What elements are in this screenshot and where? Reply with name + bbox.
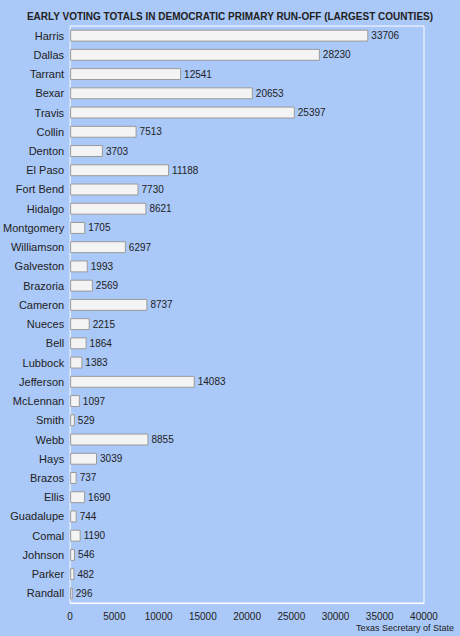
svg-text:Travis: Travis — [35, 107, 65, 119]
svg-text:Collin: Collin — [37, 126, 65, 138]
svg-text:Cameron: Cameron — [19, 299, 64, 311]
svg-text:Williamson: Williamson — [11, 241, 64, 253]
svg-text:40000: 40000 — [410, 611, 438, 622]
svg-text:529: 529 — [78, 415, 95, 426]
svg-text:2569: 2569 — [96, 280, 119, 291]
svg-text:Guadalupe: Guadalupe — [10, 510, 64, 522]
svg-text:482: 482 — [77, 569, 94, 580]
svg-text:Jefferson: Jefferson — [19, 376, 64, 388]
svg-text:Smith: Smith — [36, 414, 64, 426]
svg-text:Dallas: Dallas — [34, 49, 65, 61]
svg-text:1705: 1705 — [88, 222, 111, 233]
svg-text:Montgomery: Montgomery — [3, 222, 65, 234]
svg-text:12541: 12541 — [184, 69, 212, 80]
svg-text:5000: 5000 — [103, 611, 126, 622]
svg-text:El Paso: El Paso — [26, 164, 64, 176]
svg-text:3039: 3039 — [100, 453, 123, 464]
svg-text:1690: 1690 — [88, 492, 111, 503]
svg-text:25000: 25000 — [277, 611, 305, 622]
svg-text:Hidalgo: Hidalgo — [27, 203, 64, 215]
svg-text:33706: 33706 — [371, 30, 399, 41]
svg-text:0: 0 — [67, 611, 73, 622]
svg-text:20000: 20000 — [233, 611, 261, 622]
svg-text:Fort Bend: Fort Bend — [16, 183, 64, 195]
svg-text:EARLY VOTING TOTALS IN DEMOCRA: EARLY VOTING TOTALS IN DEMOCRATIC PRIMAR… — [27, 11, 433, 22]
svg-text:14083: 14083 — [198, 376, 226, 387]
svg-text:20653: 20653 — [256, 88, 284, 99]
svg-text:Nueces: Nueces — [27, 318, 65, 330]
svg-text:546: 546 — [78, 549, 95, 560]
svg-text:Randall: Randall — [27, 587, 64, 599]
svg-text:Galveston: Galveston — [15, 260, 65, 272]
svg-text:Lubbock: Lubbock — [23, 357, 65, 369]
svg-text:2215: 2215 — [93, 319, 116, 330]
svg-text:28230: 28230 — [323, 49, 351, 60]
svg-text:7513: 7513 — [140, 126, 163, 137]
svg-text:8621: 8621 — [149, 203, 172, 214]
svg-text:Parker: Parker — [32, 568, 65, 580]
svg-text:7730: 7730 — [142, 184, 165, 195]
svg-text:Bell: Bell — [46, 337, 64, 349]
svg-text:Harris: Harris — [35, 30, 65, 42]
svg-text:Texas Secretary of State: Texas Secretary of State — [356, 623, 454, 633]
svg-text:Tarrant: Tarrant — [30, 68, 64, 80]
svg-text:8737: 8737 — [150, 299, 173, 310]
svg-text:1993: 1993 — [91, 261, 114, 272]
svg-text:Hays: Hays — [39, 453, 65, 465]
svg-text:1190: 1190 — [84, 530, 106, 541]
svg-text:296: 296 — [76, 588, 93, 599]
svg-text:737: 737 — [80, 472, 97, 483]
svg-text:Webb: Webb — [36, 434, 65, 446]
svg-text:Johnson: Johnson — [23, 549, 65, 561]
svg-text:10000: 10000 — [145, 611, 173, 622]
svg-text:30000: 30000 — [322, 611, 350, 622]
svg-text:25397: 25397 — [298, 107, 326, 118]
svg-text:3703: 3703 — [106, 146, 129, 157]
svg-text:Comal: Comal — [32, 530, 64, 542]
svg-text:1097: 1097 — [83, 396, 106, 407]
svg-text:Ellis: Ellis — [44, 491, 65, 503]
svg-text:6297: 6297 — [129, 242, 152, 253]
svg-text:744: 744 — [80, 511, 97, 522]
svg-text:Brazoria: Brazoria — [23, 280, 65, 292]
svg-text:Brazos: Brazos — [30, 472, 65, 484]
svg-text:1864: 1864 — [90, 338, 113, 349]
svg-text:11188: 11188 — [172, 165, 199, 176]
svg-text:15000: 15000 — [189, 611, 217, 622]
svg-text:35000: 35000 — [366, 611, 394, 622]
svg-text:Bexar: Bexar — [35, 87, 64, 99]
svg-text:McLennan: McLennan — [13, 395, 64, 407]
svg-text:8855: 8855 — [151, 434, 174, 445]
svg-text:Denton: Denton — [29, 145, 64, 157]
svg-text:1383: 1383 — [85, 357, 108, 368]
